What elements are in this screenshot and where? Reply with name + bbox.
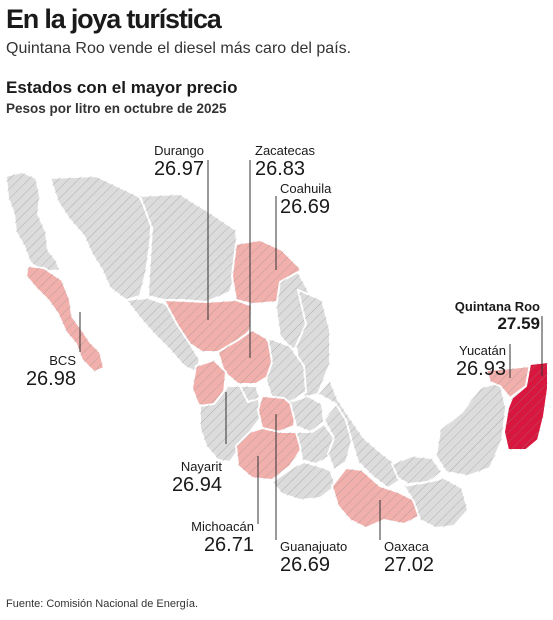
- state-edomex: [295, 423, 335, 465]
- chart-subtitle: Pesos por litro en octubre de 2025: [6, 101, 227, 116]
- label-name: Guanajuato: [280, 539, 348, 554]
- label-guanajuato: Guanajuato 26.69: [280, 540, 347, 575]
- label-value: 26.93: [455, 358, 506, 380]
- label-value: 26.94: [171, 474, 222, 496]
- label-quintana-roo: Quintana Roo 27.59: [420, 300, 540, 332]
- leader-lines: [79, 160, 543, 540]
- label-value: 26.69: [280, 196, 331, 218]
- label-value: 26.71: [203, 534, 254, 556]
- label-value: 26.97: [153, 158, 204, 180]
- page-subtitle: Quintana Roo vende el diesel más caro de…: [6, 40, 352, 57]
- label-name: Nayarit: [180, 459, 222, 474]
- state-campeche: [435, 381, 507, 477]
- label-oaxaca: Oaxaca 27.02: [384, 540, 434, 575]
- state-baja-california: [5, 171, 61, 273]
- state-chiapas: [403, 477, 469, 529]
- state-sonora: [49, 175, 153, 301]
- label-name: Michoacán: [191, 519, 254, 534]
- label-durango: Durango 26.97: [138, 144, 204, 179]
- label-name: Zacatecas: [255, 143, 315, 158]
- state-chihuahua: [139, 193, 239, 303]
- label-value: 26.98: [25, 368, 76, 390]
- label-name: Yucatán: [459, 343, 506, 358]
- label-value: 27.02: [384, 554, 435, 576]
- label-name: Oaxaca: [384, 539, 429, 554]
- label-name: Coahuila: [280, 181, 332, 196]
- page-title: En la joya turística: [6, 4, 222, 34]
- chart-title: Estados con el mayor precio: [6, 78, 238, 97]
- label-bcs: BCS 26.98: [10, 354, 76, 389]
- label-name: Durango: [154, 143, 204, 158]
- label-value: 26.83: [255, 158, 306, 180]
- label-nayarit: Nayarit 26.94: [150, 460, 222, 495]
- label-value: 27.59: [497, 314, 540, 333]
- label-coahuila: Coahuila 26.69: [280, 182, 331, 217]
- label-yucatan: Yucatán 26.93: [436, 344, 506, 379]
- label-zacatecas: Zacatecas 26.83: [255, 144, 315, 179]
- label-value: 26.69: [280, 554, 331, 576]
- label-name: Quintana Roo: [454, 299, 540, 314]
- label-name: BCS: [49, 353, 76, 368]
- source-note: Fuente: Comisión Nacional de Energía.: [6, 598, 198, 610]
- label-michoacan: Michoacán 26.71: [170, 520, 254, 555]
